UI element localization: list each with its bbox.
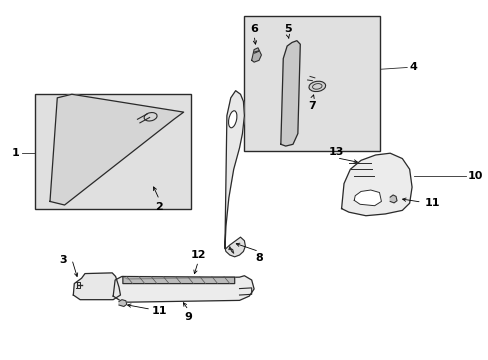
Text: 7: 7 [308,102,316,111]
Ellipse shape [308,81,325,91]
Text: 11: 11 [152,306,167,316]
Text: 8: 8 [255,253,263,263]
Polygon shape [119,300,126,306]
Text: 4: 4 [409,63,417,72]
Bar [244,16,380,152]
Polygon shape [389,195,396,203]
Polygon shape [50,94,183,205]
Text: 13: 13 [328,147,344,157]
Text: 10: 10 [467,171,482,181]
Polygon shape [341,153,411,216]
Text: 1: 1 [12,148,20,158]
Polygon shape [224,91,244,248]
Text: 2: 2 [155,202,163,212]
Polygon shape [113,276,254,302]
Polygon shape [73,273,120,300]
Polygon shape [251,48,261,62]
Text: 5: 5 [284,23,291,33]
Text: 3: 3 [59,255,67,265]
Polygon shape [224,237,245,257]
Ellipse shape [228,111,236,128]
Text: 9: 9 [184,312,192,322]
Polygon shape [353,190,381,206]
Polygon shape [280,41,300,146]
Text: 6: 6 [250,23,258,33]
Text: 12: 12 [190,250,205,260]
Text: 11: 11 [424,198,439,208]
Polygon shape [122,276,234,284]
Bar [35,94,190,208]
